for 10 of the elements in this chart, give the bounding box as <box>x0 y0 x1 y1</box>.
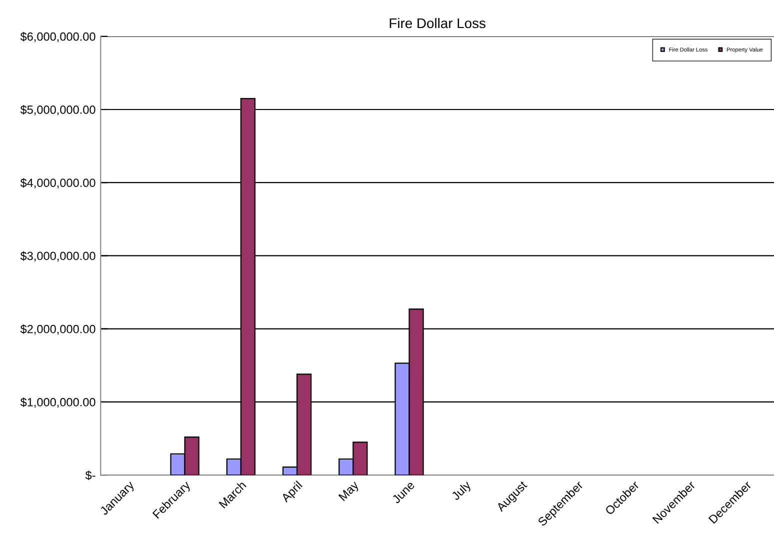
x-tick-label: July <box>450 480 474 502</box>
y-tick-label: $- <box>85 470 96 480</box>
y-tick-label: $4,000,000.00 <box>20 178 96 188</box>
y-tick-label: $3,000,000.00 <box>20 251 96 262</box>
y-tick-label: $1,000,000.00 <box>20 398 96 408</box>
y-tick-label: $2,000,000.00 <box>20 324 96 335</box>
y-tick-label: $6,000,000.00 <box>20 32 96 42</box>
y-tick-label: $5,000,000.00 <box>20 105 96 116</box>
x-tick-label: May <box>338 480 361 503</box>
chart-title: Fire Dollar Loss <box>390 18 486 28</box>
